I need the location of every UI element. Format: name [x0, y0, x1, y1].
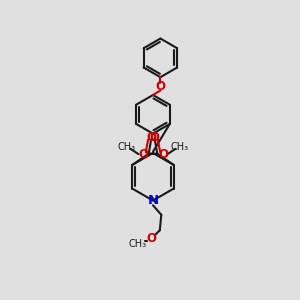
Text: O: O	[150, 131, 160, 144]
Text: O: O	[155, 80, 165, 93]
Text: N: N	[147, 194, 158, 207]
Text: CH₃: CH₃	[118, 142, 136, 152]
Text: CH₃: CH₃	[170, 142, 188, 152]
Text: O: O	[158, 148, 168, 161]
Text: CH₃: CH₃	[128, 239, 146, 249]
Text: O: O	[146, 232, 157, 245]
Text: O: O	[138, 148, 148, 161]
Text: O: O	[146, 131, 156, 144]
